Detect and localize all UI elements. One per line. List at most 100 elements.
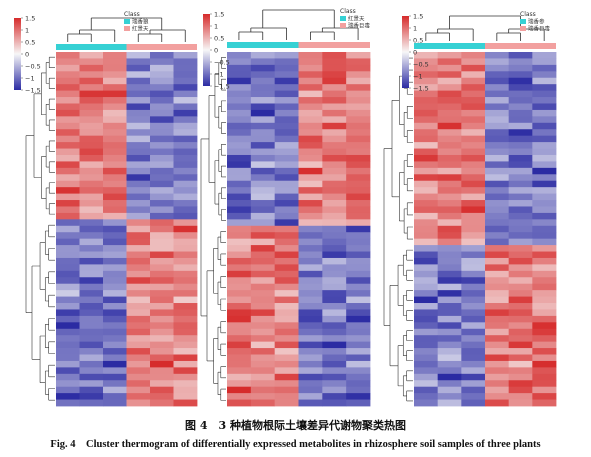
heatmap-cell bbox=[485, 251, 510, 259]
heatmap-cell bbox=[56, 154, 80, 162]
heatmap-cell bbox=[532, 58, 557, 66]
heatmap-cell bbox=[532, 174, 557, 182]
heatmap-cell bbox=[56, 238, 80, 246]
heatmap-cell bbox=[461, 174, 486, 182]
heatmap-cell bbox=[508, 283, 533, 291]
heatmap-cell bbox=[150, 373, 174, 381]
heatmap-cell bbox=[508, 335, 533, 343]
heatmap-cell bbox=[461, 77, 486, 85]
color-scale-label: 0 bbox=[25, 51, 29, 59]
heatmap-cell bbox=[173, 122, 198, 130]
heatmap-cell bbox=[150, 135, 174, 143]
heatmap-cell bbox=[150, 328, 174, 336]
heatmap-cell bbox=[508, 354, 533, 362]
heatmap-cell bbox=[126, 58, 151, 66]
heatmap-cell bbox=[414, 135, 439, 143]
heatmap-cell bbox=[126, 264, 151, 272]
heatmap-cell bbox=[414, 187, 439, 194]
heatmap-cell bbox=[250, 335, 276, 343]
heatmap-cell bbox=[173, 328, 198, 336]
heatmap-cell bbox=[532, 270, 557, 278]
heatmap-cell bbox=[274, 174, 299, 182]
heatmap-cell bbox=[150, 212, 174, 220]
heatmap-cell bbox=[227, 283, 252, 291]
color-scale-label: −0.5 bbox=[25, 63, 41, 71]
heatmap-cell bbox=[150, 335, 174, 343]
heatmap-cell bbox=[126, 90, 151, 98]
heatmap-cell bbox=[250, 270, 276, 278]
heatmap-cell bbox=[532, 264, 557, 272]
heatmap-cell bbox=[227, 109, 252, 117]
heatmap-cell bbox=[274, 109, 299, 117]
heatmap-cell bbox=[508, 264, 533, 272]
heatmap-cell bbox=[485, 219, 510, 227]
heatmap-cell bbox=[250, 283, 276, 291]
heatmap-cell bbox=[346, 380, 371, 388]
heatmap-cell bbox=[532, 109, 557, 117]
heatmap-cell bbox=[79, 116, 104, 124]
heatmap-cell bbox=[532, 180, 557, 188]
heatmap-cell bbox=[250, 328, 276, 336]
heatmap-cell bbox=[346, 58, 371, 66]
heatmap-cell bbox=[461, 386, 486, 394]
heatmap-cell bbox=[298, 154, 323, 162]
heatmap-cell bbox=[150, 174, 174, 182]
heatmap-cell bbox=[298, 264, 323, 272]
heatmap-cell bbox=[150, 193, 174, 201]
heatmap-cell bbox=[461, 393, 486, 400]
heatmap-cell bbox=[508, 315, 533, 323]
heatmap-cell bbox=[532, 399, 557, 407]
heatmap-cell bbox=[298, 322, 323, 330]
heatmap-cell bbox=[322, 309, 347, 317]
heatmap-cell bbox=[437, 64, 462, 72]
heatmap-cell bbox=[532, 187, 557, 194]
heatmap-cell bbox=[150, 380, 174, 388]
heatmap-cell bbox=[437, 225, 462, 233]
heatmap-cell bbox=[173, 393, 198, 400]
heatmap-cell bbox=[250, 341, 276, 349]
heatmap-cell bbox=[437, 290, 462, 297]
heatmap-cell bbox=[298, 174, 323, 182]
heatmap-cell bbox=[532, 167, 557, 175]
heatmap-cell bbox=[56, 174, 80, 182]
heatmap-cell bbox=[298, 52, 323, 59]
heatmap-cell bbox=[437, 161, 462, 169]
heatmap-cell bbox=[298, 257, 323, 265]
heatmap-cell bbox=[485, 393, 510, 400]
heatmap-cell bbox=[461, 148, 486, 156]
heatmap-cell bbox=[346, 174, 371, 182]
heatmap-cell bbox=[414, 399, 439, 407]
heatmap-cell bbox=[103, 109, 127, 117]
heatmap-cell bbox=[322, 354, 347, 362]
heatmap-cell bbox=[227, 116, 252, 124]
heatmap-cell bbox=[298, 116, 323, 124]
heatmap-cell bbox=[298, 238, 323, 246]
heatmap-cell bbox=[103, 360, 127, 368]
color-scale-label: −1 bbox=[413, 73, 423, 81]
color-scale-label: 0 bbox=[413, 49, 417, 57]
heatmap-cell bbox=[508, 219, 533, 227]
heatmap-cell bbox=[56, 52, 80, 59]
heatmap-cell bbox=[414, 303, 439, 310]
heatmap-cell bbox=[532, 193, 557, 201]
heatmap-cell bbox=[346, 187, 371, 194]
heatmap-cell bbox=[56, 264, 80, 272]
heatmap-cell bbox=[150, 142, 174, 149]
heatmap-cell bbox=[56, 180, 80, 188]
heatmap-cell bbox=[79, 251, 104, 259]
heatmap-cell bbox=[79, 309, 104, 317]
heatmap-cell bbox=[461, 315, 486, 323]
heatmap-cell bbox=[485, 206, 510, 214]
heatmap-cell bbox=[79, 341, 104, 349]
heatmap-cell bbox=[103, 77, 127, 85]
heatmap-cell bbox=[126, 129, 151, 137]
heatmap-cell bbox=[274, 303, 299, 310]
heatmap-cell bbox=[346, 90, 371, 98]
heatmap-cell bbox=[346, 167, 371, 175]
heatmap-cell bbox=[532, 232, 557, 240]
heatmap-cell bbox=[79, 193, 104, 201]
heatmap-cell bbox=[461, 303, 486, 310]
heatmap-cell bbox=[173, 238, 198, 246]
heatmap-cell bbox=[298, 77, 323, 85]
heatmap-cell bbox=[485, 142, 510, 149]
